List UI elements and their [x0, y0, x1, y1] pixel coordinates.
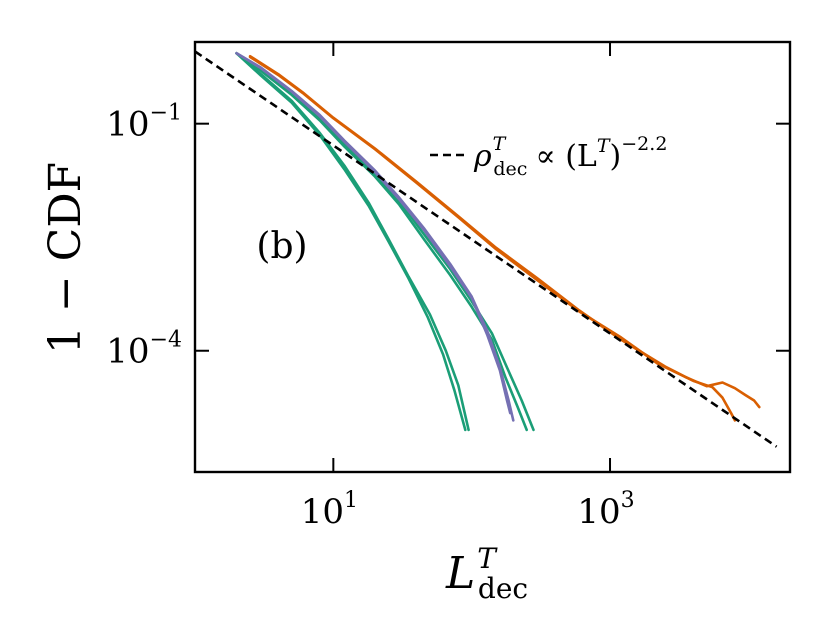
series-layer [195, 50, 778, 448]
x-tick-label-exp-2: 3 [621, 488, 635, 513]
panel-label: (b) [256, 226, 307, 267]
x-tick-label-2: 103 [577, 488, 634, 532]
y-tick-label-exp-2: −4 [150, 328, 182, 353]
legend-rho: ρ [473, 139, 492, 174]
x-axis-label-sub: dec [478, 572, 528, 605]
plot-frame [193, 40, 792, 474]
legend-close: ) [610, 139, 622, 174]
x-axis-label-base: L [445, 548, 475, 599]
x-tick-label-1: 101 [301, 488, 358, 532]
y-axis-label: 1 − CDF [40, 162, 91, 354]
series-line-2 [235, 52, 467, 432]
series-line-8 [248, 55, 761, 409]
series-line-6 [235, 52, 512, 415]
x-axis-label-sup: T [477, 542, 498, 575]
y-tick-label-2: 10−4 [106, 328, 182, 372]
legend-exponent: −2.2 [621, 133, 667, 155]
legend-label: ρT dec ∝ (LT)−2.2 [473, 133, 667, 180]
y-tick-label-exp-1: −1 [150, 101, 182, 126]
series-line-4 [235, 52, 528, 432]
y-tick-label-1: 10−1 [106, 101, 182, 145]
x-axis-label: LT dec [445, 542, 528, 605]
x-tick-label-base-1: 10 [301, 492, 344, 532]
x-tick-label-base-2: 10 [577, 492, 620, 532]
x-tick-label-exp-1: 1 [344, 488, 358, 513]
legend: ρT dec ∝ (LT)−2.2 [430, 133, 667, 180]
fit-line [195, 50, 778, 448]
y-tick-label-base-1: 10 [106, 105, 149, 145]
legend-paren-sup: T [597, 135, 611, 157]
y-tick-label-base-2: 10 [106, 332, 149, 372]
legend-rho-sup: T [493, 133, 507, 155]
legend-relation: ∝ (L [535, 139, 597, 174]
legend-rho-sub: dec [493, 158, 527, 180]
